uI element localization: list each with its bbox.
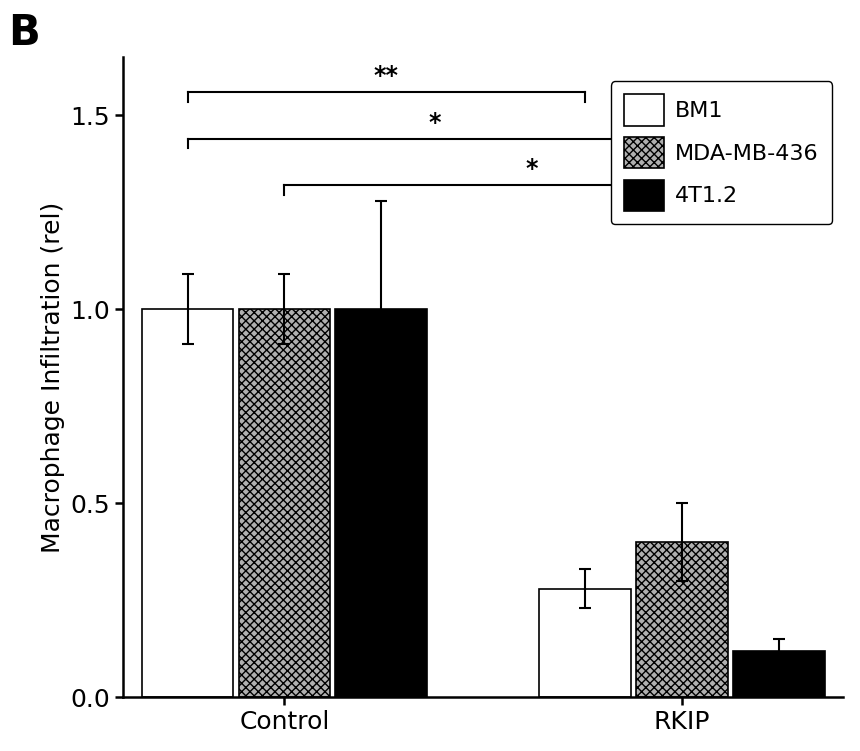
Bar <box>636 542 728 697</box>
Bar <box>734 650 825 697</box>
Text: *: * <box>428 110 441 134</box>
Bar <box>142 309 233 697</box>
Text: *: * <box>525 157 538 181</box>
Bar <box>539 589 631 697</box>
Bar <box>238 309 330 697</box>
Bar <box>335 309 427 697</box>
Text: **: ** <box>374 64 399 88</box>
Y-axis label: Macrophage Infiltration (rel): Macrophage Infiltration (rel) <box>40 201 64 553</box>
Legend: BM1, MDA-MB-436, 4T1.2: BM1, MDA-MB-436, 4T1.2 <box>611 81 832 225</box>
Text: B: B <box>8 12 40 54</box>
